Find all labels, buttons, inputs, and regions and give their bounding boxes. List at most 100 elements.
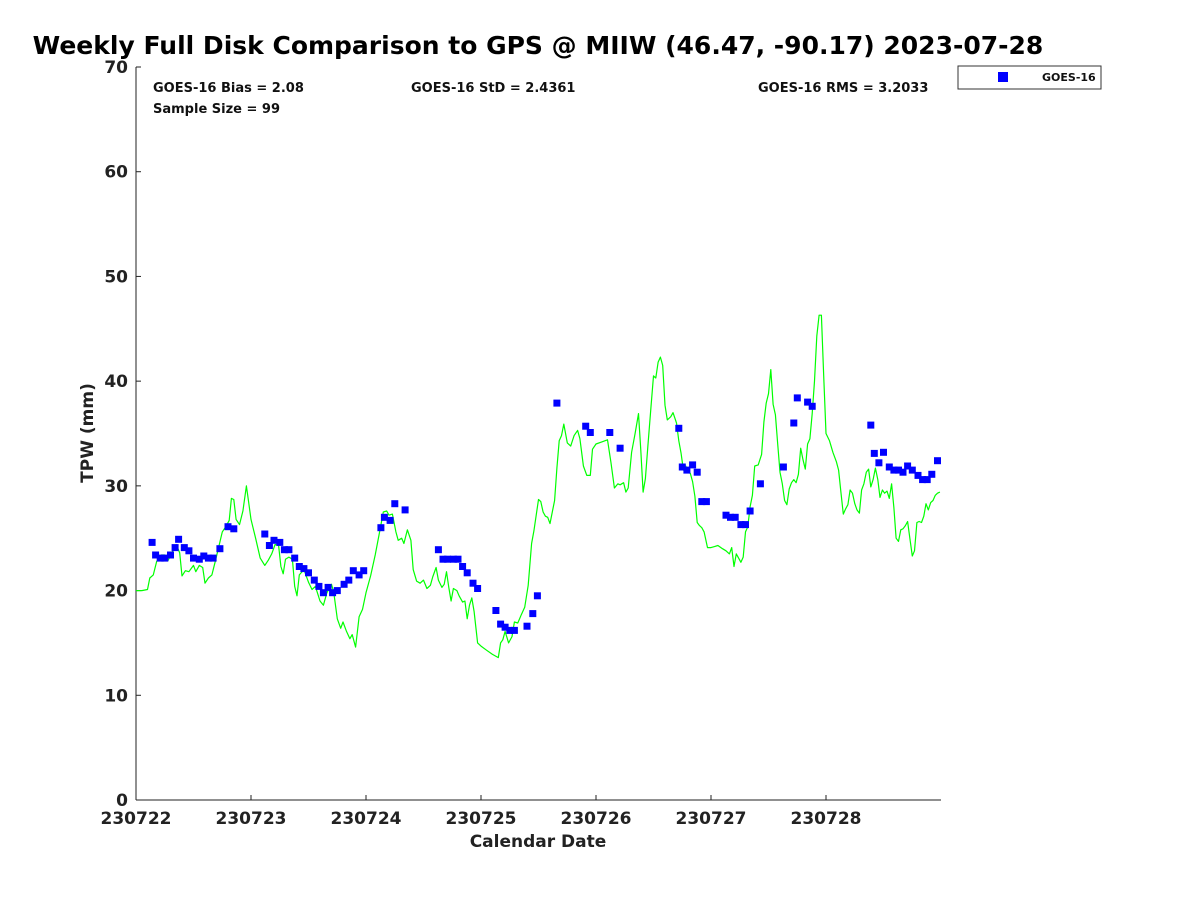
goes16-data-point xyxy=(380,513,388,521)
goes16-data-point xyxy=(582,422,590,430)
goes16-data-point xyxy=(533,592,541,600)
goes16-data-point xyxy=(693,468,701,476)
goes16-data-point xyxy=(779,463,787,471)
goes16-data-point xyxy=(702,498,710,506)
goes16-data-point xyxy=(185,547,193,555)
goes16-data-point xyxy=(474,585,482,592)
goes16-data-point xyxy=(204,554,212,562)
x-tick-label: 230722 xyxy=(101,809,172,829)
y-tick-label: 40 xyxy=(104,372,128,392)
goes16-data-point xyxy=(908,466,916,474)
goes16-data-point xyxy=(698,498,706,506)
goes16-data-point xyxy=(329,589,337,597)
goes16-data-point xyxy=(444,555,452,563)
goes16-data-point xyxy=(919,476,927,484)
x-tick-label: 230724 xyxy=(331,809,402,829)
goes16-data-point xyxy=(355,571,363,579)
goes16-data-point xyxy=(683,466,691,474)
goes16-data-point xyxy=(756,480,764,488)
y-tick-label: 70 xyxy=(104,58,128,78)
goes16-data-point xyxy=(867,421,875,429)
std-stat: GOES-16 StD = 2.4361 xyxy=(411,81,575,96)
goes16-data-point xyxy=(501,623,509,631)
goes16-data-point xyxy=(914,471,922,479)
goes16-data-point xyxy=(439,555,447,563)
y-tick-label: 0 xyxy=(116,791,128,811)
y-axis-ticks: 0 10 20 30 40 50 60 70 xyxy=(104,58,141,811)
goes16-data-point xyxy=(449,555,457,563)
goes16-data-point xyxy=(300,565,308,573)
goes16-data-point xyxy=(904,462,912,470)
goes16-data-point xyxy=(377,524,385,532)
goes16-data-point xyxy=(230,525,238,533)
goes16-data-point xyxy=(195,555,203,563)
goes16-data-point xyxy=(492,607,500,614)
goes16-data-point xyxy=(148,538,156,546)
goes16-data-point xyxy=(790,419,798,427)
goes16-data-point xyxy=(616,444,624,452)
goes16-data-point xyxy=(209,554,217,562)
y-tick-label: 50 xyxy=(104,267,128,287)
goes16-marker-layer xyxy=(148,394,941,634)
goes16-data-point xyxy=(895,466,902,474)
goes16-data-point xyxy=(689,461,697,469)
goes16-data-point xyxy=(880,448,887,456)
goes16-data-point xyxy=(180,544,188,552)
goes16-data-point xyxy=(497,620,505,628)
goes16-data-point xyxy=(885,463,893,471)
y-tick-label: 30 xyxy=(104,477,128,497)
goes16-data-point xyxy=(742,521,749,529)
goes16-data-point xyxy=(175,535,183,543)
goes16-data-point xyxy=(463,569,471,577)
chart-title: Weekly Full Disk Comparison to GPS @ MII… xyxy=(33,31,1044,60)
goes16-data-point xyxy=(349,567,357,575)
goes16-data-point xyxy=(324,583,332,591)
legend-box xyxy=(957,65,1102,90)
goes16-data-point xyxy=(899,468,907,476)
goes16-data-point xyxy=(265,542,273,549)
y-tick-label: 20 xyxy=(104,582,128,602)
goes16-data-point xyxy=(152,551,160,559)
x-tick-label: 230723 xyxy=(216,809,287,829)
x-axis-label: Calendar Date xyxy=(470,832,607,852)
x-tick-label: 230725 xyxy=(446,809,517,829)
bias-stat: GOES-16 Bias = 2.08 xyxy=(153,81,304,96)
goes16-data-point xyxy=(270,536,278,544)
goes16-data-point xyxy=(678,463,686,471)
goes16-data-point xyxy=(606,429,614,436)
goes16-data-point xyxy=(553,399,561,407)
goes16-data-point xyxy=(523,622,531,630)
goes16-data-point xyxy=(928,470,936,478)
goes16-data-point xyxy=(391,500,399,508)
goes16-data-point xyxy=(156,554,164,562)
goes16-data-point xyxy=(459,563,467,570)
goes16-data-point xyxy=(276,538,284,546)
goes16-data-point xyxy=(746,507,754,515)
y-tick-label: 60 xyxy=(104,163,128,183)
goes16-data-point xyxy=(506,626,514,634)
goes16-data-point xyxy=(469,579,477,587)
goes16-data-point xyxy=(280,546,288,554)
goes16-data-point xyxy=(200,552,208,560)
goes16-data-point xyxy=(875,459,883,467)
goes16-data-point xyxy=(804,398,812,406)
goes16-data-point xyxy=(305,569,312,577)
goes16-data-point xyxy=(586,429,594,436)
goes16-data-point xyxy=(171,544,179,552)
goes16-data-point xyxy=(401,506,409,514)
goes16-data-point xyxy=(340,580,348,588)
legend-label-goes16: GOES-16 xyxy=(1042,71,1096,84)
goes16-data-point xyxy=(224,523,232,531)
goes16-data-point xyxy=(434,546,442,554)
goes16-data-point xyxy=(923,476,931,484)
x-tick-label: 230727 xyxy=(676,809,747,829)
goes16-data-point xyxy=(675,424,683,432)
goes16-data-point xyxy=(291,554,299,562)
rms-stat: GOES-16 RMS = 3.2033 xyxy=(758,81,928,96)
goes16-data-point xyxy=(529,610,537,618)
x-tick-label: 230726 xyxy=(561,809,632,829)
legend: GOES-16 xyxy=(957,65,1102,90)
goes16-data-point xyxy=(731,513,739,521)
